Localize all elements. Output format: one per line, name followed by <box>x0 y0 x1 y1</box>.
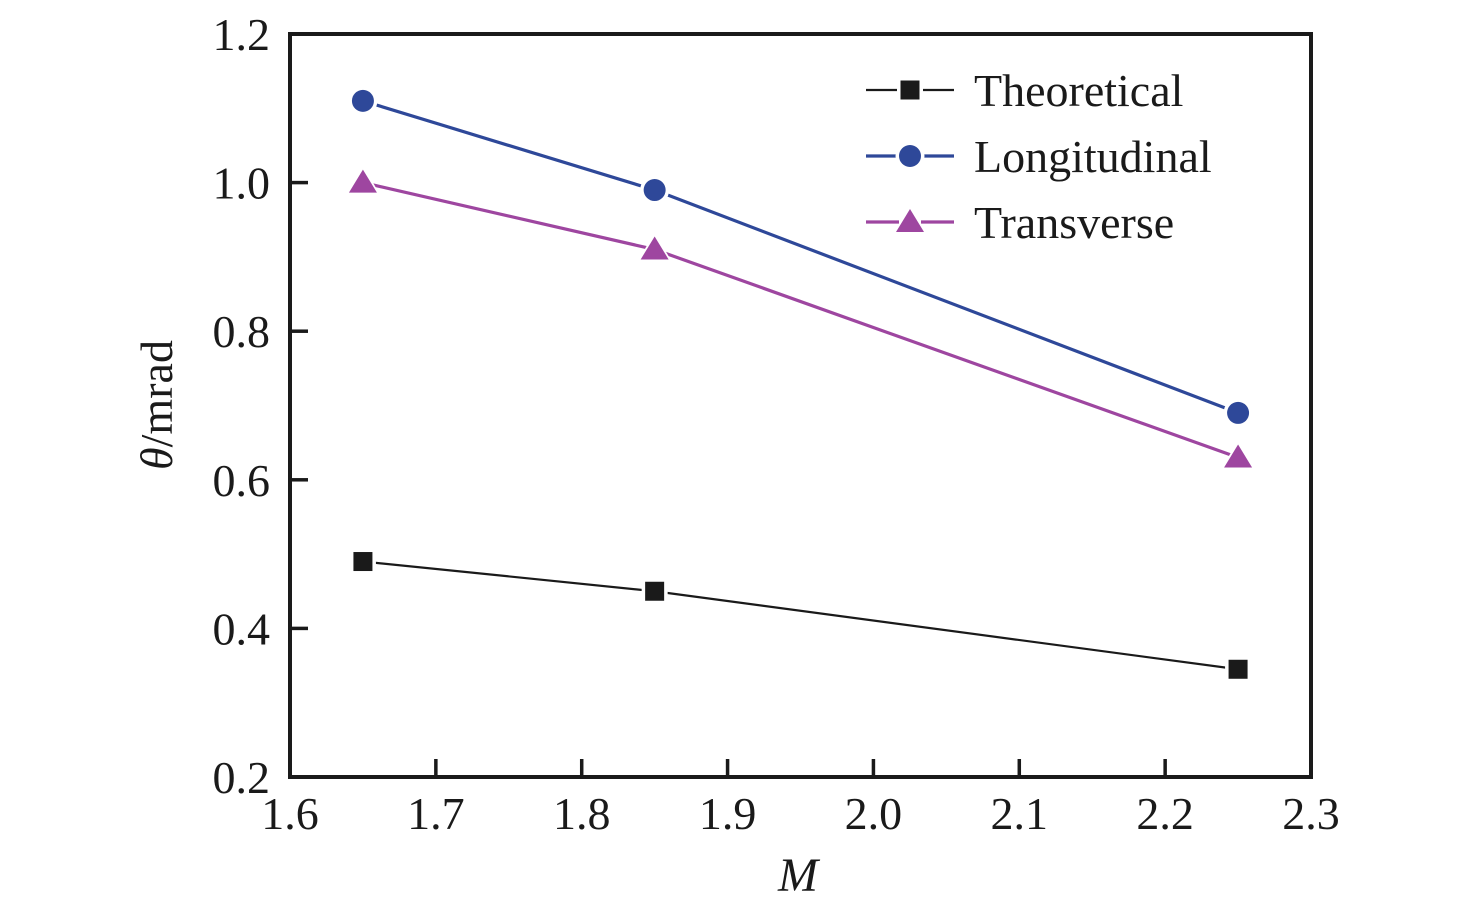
marker-theoretical <box>1228 659 1248 679</box>
series-transverse <box>344 165 1257 472</box>
marker-longitudinal <box>643 179 666 202</box>
marker-transverse <box>348 169 377 193</box>
marker-longitudinal <box>1227 401 1250 424</box>
x-tick-label: 1.9 <box>699 788 757 839</box>
y-tick-label: 1.0 <box>213 158 271 209</box>
marker-transverse <box>640 236 669 260</box>
legend-item-theoretical: Theoretical <box>866 65 1183 116</box>
series-theoretical <box>349 548 1252 683</box>
legend-label: Transverse <box>974 197 1174 248</box>
x-tick-label: 2.0 <box>845 788 903 839</box>
marker-transverse <box>1224 444 1253 468</box>
marker-longitudinal <box>351 89 374 112</box>
y-tick-label: 0.6 <box>213 455 271 506</box>
y-tick-label: 1.2 <box>213 9 271 60</box>
legend-item-transverse: Transverse <box>866 197 1174 248</box>
y-tick-label: 0.2 <box>213 752 271 803</box>
x-tick-label: 2.1 <box>991 788 1049 839</box>
legend-marker-triangle <box>896 209 924 232</box>
legend-marker-square <box>900 80 920 100</box>
x-tick-label: 2.3 <box>1282 788 1340 839</box>
y-tick-label: 0.8 <box>213 306 271 357</box>
series-line-theoretical <box>362 560 1239 671</box>
legend-marker-circle <box>899 145 921 167</box>
x-tick-label: 1.8 <box>553 788 611 839</box>
x-tick-label: 1.6 <box>261 788 319 839</box>
y-axis-label: θ/mrad <box>131 340 182 470</box>
plot-frame <box>288 32 1313 779</box>
marker-theoretical <box>353 552 373 572</box>
x-axis-label: M <box>777 849 821 902</box>
legend-item-longitudinal: Longitudinal <box>866 131 1212 182</box>
series-longitudinal <box>348 86 1253 428</box>
legend: Theoretical Longitudinal Transverse <box>866 65 1212 248</box>
x-tick-label: 1.7 <box>407 788 465 839</box>
y-tick-label: 0.4 <box>213 603 271 654</box>
legend-label: Theoretical <box>974 65 1183 116</box>
legend-label: Longitudinal <box>974 131 1212 182</box>
x-tick-label: 2.2 <box>1136 788 1194 839</box>
marker-theoretical <box>645 581 665 601</box>
